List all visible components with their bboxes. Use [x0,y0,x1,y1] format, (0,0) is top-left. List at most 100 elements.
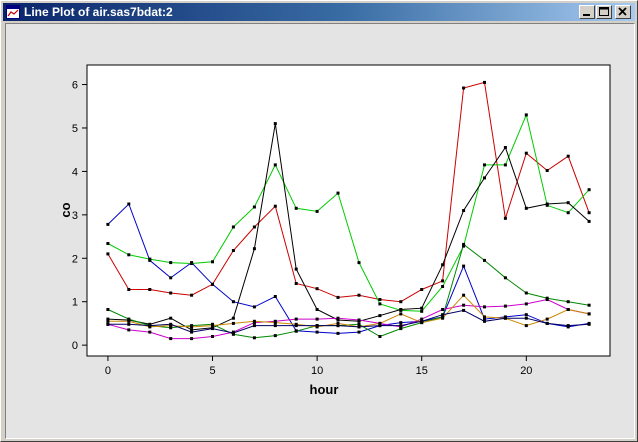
data-point [399,312,403,316]
plot-frame [86,64,611,357]
data-point [524,302,528,306]
plot-area-client: 0 5 10 15 20 0 1 2 3 4 5 6 hour co [5,23,635,439]
data-point [524,113,528,117]
data-point [503,304,507,308]
data-point [441,279,445,283]
series-line-7 [107,294,590,328]
data-point [441,316,445,320]
data-point [378,314,382,318]
data-point [399,324,403,328]
series-line-2 [107,81,590,303]
data-point [378,335,382,338]
data-point [252,324,256,328]
data-point [211,324,214,328]
data-point [566,211,570,215]
data-point [252,225,256,229]
data-point [483,163,486,167]
data-point [566,154,570,158]
maximize-button[interactable] [596,5,612,19]
title-bar[interactable]: Line Plot of air.sas7bdat:2 [3,3,635,21]
data-point [524,291,528,295]
x-axis-ticks: 0 5 10 15 20 [105,356,532,377]
data-point [294,329,298,333]
data-point [420,309,424,313]
data-point [357,322,361,326]
data-point [190,293,194,297]
data-point [252,205,256,209]
data-point [545,202,549,206]
y-tick-label: 0 [72,340,78,352]
data-point [441,285,445,288]
data-point [462,308,466,312]
data-point [483,319,486,323]
app-window-icon[interactable] [6,5,20,19]
x-tick-label: 10 [311,365,323,377]
data-point [127,319,131,323]
data-point [462,264,466,268]
data-point [127,328,131,332]
data-point [336,324,340,328]
data-point [378,321,382,325]
data-point [399,321,403,325]
data-point [545,321,549,325]
data-point [524,206,528,210]
data-point [315,317,319,321]
data-point [273,122,277,126]
data-point [106,222,110,226]
data-point [315,209,319,213]
data-point [587,322,591,326]
close-button[interactable] [615,5,631,19]
data-point [252,247,256,251]
data-point [211,335,214,338]
data-point [462,242,466,246]
data-point [462,209,466,212]
data-point [294,317,298,321]
data-point [441,313,445,317]
data-point [503,216,507,220]
data-point [252,319,256,323]
data-point [106,317,110,321]
data-point [587,312,591,316]
data-point [587,188,591,192]
y-axis-title: co [58,202,73,217]
data-point [441,263,445,267]
data-point [336,318,340,322]
data-point [378,302,382,306]
data-point [106,308,110,311]
data-point [503,276,507,280]
data-point [127,322,131,326]
data-point [357,318,361,322]
y-tick-label: 4 [72,166,78,178]
data-point [294,282,298,285]
data-point [315,330,319,334]
data-point [483,317,486,321]
data-point [336,331,340,335]
maximize-icon [599,7,609,16]
data-point [169,322,173,326]
minimize-button[interactable] [579,5,595,19]
data-point [252,336,256,340]
data-point [336,321,340,325]
x-tick-label: 5 [209,365,215,377]
data-point [462,293,466,297]
data-point [273,204,277,208]
x-tick-label: 20 [520,365,532,377]
data-point [127,317,131,321]
data-point [378,298,382,301]
data-point [169,276,173,280]
data-point [127,288,131,291]
data-point [483,305,486,309]
data-point [357,330,361,334]
data-point [420,288,424,291]
series-line-4 [107,123,590,331]
data-point [273,295,277,298]
data-point [336,295,340,299]
data-point [566,308,570,311]
data-point [483,258,486,262]
series-line-1 [107,203,590,334]
y-tick-label: 5 [72,123,78,135]
y-tick-label: 6 [72,80,78,92]
data-point [294,324,298,328]
data-point [399,327,403,331]
